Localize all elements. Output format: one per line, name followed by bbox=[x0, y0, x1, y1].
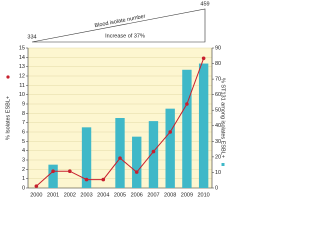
x-tick-label: 2009 bbox=[181, 192, 193, 198]
point bbox=[185, 102, 189, 106]
y-tick-label: 7 bbox=[22, 120, 25, 126]
y2-tick-label: 90 bbox=[215, 45, 221, 51]
annotation-triangle bbox=[31, 8, 206, 43]
y-axis-label: % Isolates ESBL+ bbox=[5, 96, 11, 140]
y-tick-label: 8 bbox=[22, 111, 25, 117]
x-tick-label: 2008 bbox=[164, 192, 176, 198]
y-tick-label: 4 bbox=[22, 148, 25, 154]
y2-axis-label: % ST131 among isolates ESBL+ bbox=[220, 78, 226, 158]
y-tick-label: 15 bbox=[19, 45, 25, 51]
x-tick-label: 2002 bbox=[64, 192, 76, 198]
bar bbox=[182, 69, 192, 188]
point bbox=[51, 169, 55, 173]
y-tick-label: 1 bbox=[22, 176, 25, 182]
x-tick-label: 2006 bbox=[131, 192, 143, 198]
point bbox=[34, 184, 39, 188]
x-tick-label: 2000 bbox=[30, 192, 42, 198]
x-tick-label: 2005 bbox=[114, 192, 126, 198]
point bbox=[118, 156, 122, 160]
y-tick-label: 13 bbox=[19, 64, 25, 70]
y2-tick-label: 70 bbox=[215, 77, 221, 83]
chart: 334 459 Blood isolate number Increase of… bbox=[5, 1, 226, 198]
y2-tick-label: 20 bbox=[215, 154, 221, 160]
y2-tick-label: 40 bbox=[215, 123, 221, 129]
point bbox=[168, 130, 172, 134]
point bbox=[101, 177, 106, 182]
point bbox=[84, 177, 89, 182]
bar bbox=[48, 164, 58, 188]
y-tick-label: 10 bbox=[19, 92, 25, 98]
annotation-note: Increase of 37% bbox=[105, 33, 145, 39]
x-tick-label: 2003 bbox=[80, 192, 92, 198]
point bbox=[151, 149, 156, 154]
x-tick-label: 2004 bbox=[97, 192, 109, 198]
bar bbox=[115, 118, 125, 188]
y-tick-label: 11 bbox=[19, 83, 25, 89]
y-tick-label: 6 bbox=[22, 129, 25, 135]
point bbox=[134, 170, 139, 174]
y-tick-label: 5 bbox=[22, 139, 25, 145]
y2-tick-label: 10 bbox=[215, 170, 221, 176]
legend-dot bbox=[6, 75, 10, 79]
bar bbox=[165, 108, 175, 188]
y2-tick-label: 50 bbox=[215, 108, 221, 114]
y2-tick-label: 60 bbox=[215, 92, 221, 98]
bar bbox=[198, 63, 209, 188]
y-tick-label: 9 bbox=[22, 101, 25, 107]
y2-tick-label: 80 bbox=[215, 61, 221, 67]
y-tick-label: 0 bbox=[22, 185, 25, 191]
y2-tick-label: 0 bbox=[215, 185, 218, 191]
y-tick-label: 14 bbox=[19, 55, 25, 61]
x-tick-label: 2001 bbox=[47, 192, 59, 198]
bar bbox=[132, 136, 142, 188]
bar bbox=[81, 127, 92, 188]
point bbox=[201, 56, 206, 61]
annotation-end: 459 bbox=[200, 1, 209, 7]
y-tick-label: 3 bbox=[22, 157, 25, 163]
y-tick-label: 12 bbox=[19, 73, 25, 79]
legend-square bbox=[221, 163, 225, 166]
point bbox=[68, 169, 72, 173]
x-tick-label: 2010 bbox=[198, 192, 210, 198]
y2-tick-label: 30 bbox=[215, 139, 221, 145]
y-tick-label: 2 bbox=[22, 167, 25, 173]
annotation-start: 334 bbox=[27, 34, 36, 40]
bar bbox=[148, 121, 159, 188]
x-tick-label: 2007 bbox=[147, 192, 159, 198]
